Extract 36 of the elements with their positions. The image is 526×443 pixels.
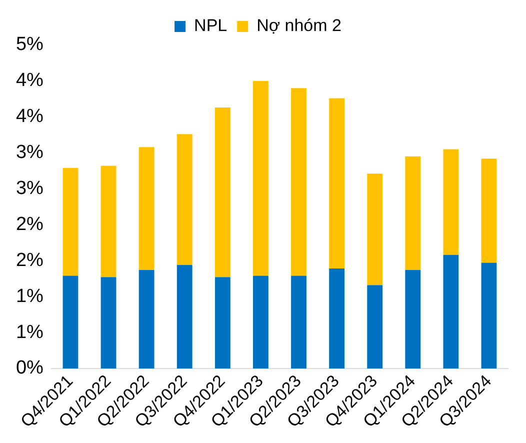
y-tick-label: 1%: [16, 322, 44, 343]
y-tick-label: 0%: [16, 358, 44, 379]
bar: [367, 174, 383, 286]
bar: [405, 156, 421, 270]
bar: [100, 277, 116, 368]
bar: [367, 285, 383, 368]
bar: [253, 276, 268, 368]
y-tick-label: 4%: [16, 106, 44, 128]
bar: [405, 270, 421, 368]
bar: [138, 147, 154, 270]
bar: [443, 254, 459, 368]
bar: [291, 276, 306, 368]
bar: [176, 134, 192, 265]
legend-label: Nợ nhóm 2: [256, 16, 342, 36]
bar: [62, 168, 78, 276]
bar: [62, 276, 78, 368]
bar: [176, 264, 192, 368]
y-tick-label: 2%: [16, 214, 44, 235]
bar: [443, 149, 459, 255]
y-tick-label: 1%: [16, 286, 44, 307]
bar: [138, 270, 154, 368]
y-tick-label: 3%: [16, 178, 44, 199]
bar: [329, 98, 344, 269]
bar: [481, 158, 497, 263]
bar: [214, 277, 230, 368]
y-tick-label: 3%: [16, 142, 44, 164]
bar: [291, 88, 306, 276]
legend-label: NPL: [194, 16, 228, 36]
y-tick-label: 4%: [16, 70, 44, 92]
bar: [253, 80, 268, 276]
bar: [481, 262, 497, 368]
y-tick-label: 2%: [16, 250, 44, 271]
y-tick-label: 5%: [16, 34, 44, 56]
bar: [329, 268, 344, 368]
bar: [214, 108, 230, 278]
bar: [100, 166, 116, 278]
